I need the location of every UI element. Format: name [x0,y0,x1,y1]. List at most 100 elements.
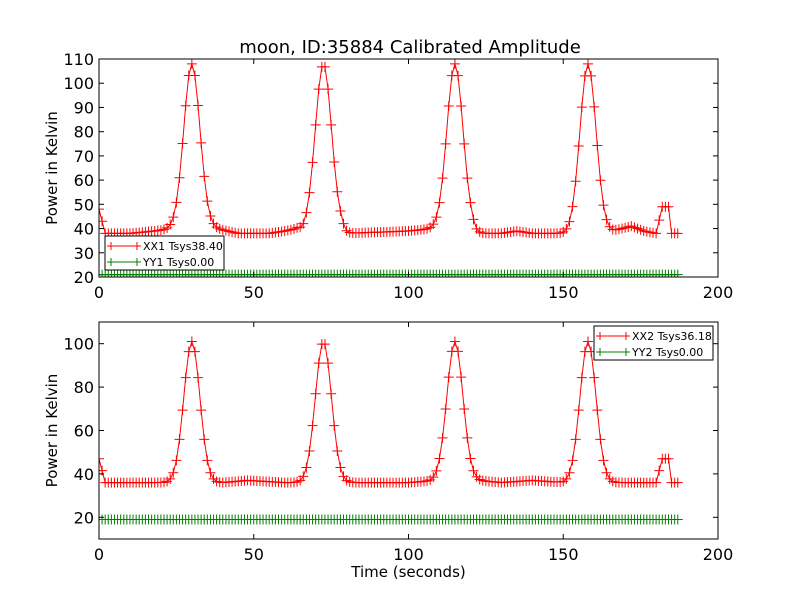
data-point [171,455,182,466]
legend-marker [107,242,115,250]
data-point [573,141,584,152]
data-point [592,140,603,151]
data-point [186,59,197,69]
legend-box [104,235,225,271]
data-point [196,137,207,148]
data-point [465,197,476,208]
data-point [443,101,454,112]
series-line [99,339,678,484]
data-point [576,372,587,383]
data-point [177,405,188,416]
data-point [323,358,334,369]
data-point [589,101,600,112]
data-point [672,269,683,277]
legend-label: XX2 Tsys36.18 [632,330,712,343]
x-tick-label: 50 [244,545,264,564]
y-tick-label: 50 [74,195,94,214]
y-axis-label: Power in Kelvin [43,111,61,225]
data-point [171,197,182,208]
data-point [468,214,479,225]
data-point [465,453,476,464]
data-point [434,453,445,464]
legend-label: YY1 Tsys0.00 [142,256,214,269]
y-tick-label: 110 [63,50,94,69]
data-point [440,138,451,149]
data-point [332,186,343,197]
data-point [583,336,594,347]
x-tick-label: 150 [548,545,579,564]
data-point [564,216,575,227]
data-point [199,171,210,182]
legend-marker [596,348,604,356]
data-point [434,197,445,208]
data-point [601,214,612,225]
data-point [453,70,464,81]
data-point [202,196,213,207]
data-point [431,212,442,223]
data-point [561,473,572,484]
data-point [583,59,594,69]
data-point [165,219,176,230]
data-point [174,172,185,183]
legend-label: XX1 Tsys38.40 [143,240,223,253]
data-point [428,219,439,230]
data-point [443,372,454,383]
data-point [298,218,309,229]
data-point [298,471,309,482]
data-point [307,157,318,168]
y-tick-label: 20 [74,508,94,527]
x-tick-label: 0 [94,283,104,302]
data-point [462,173,473,184]
data-point [174,434,185,445]
data-point [459,404,470,415]
data-point [323,84,334,95]
data-point [193,372,204,383]
data-point [592,405,603,416]
x-tick-label: 200 [703,283,734,302]
data-point [672,228,683,239]
data-point [193,100,204,111]
x-tick-label: 50 [244,283,264,302]
data-point [672,477,683,488]
data-point [570,434,581,445]
y-tick-label: 100 [63,335,94,354]
x-tick-label: 150 [548,283,579,302]
x-tick-label: 200 [703,545,734,564]
data-point [313,84,324,95]
data-point [168,212,179,223]
data-point [329,156,340,167]
panel-1: 0 50 100 150 200 20 30 40 50 60 70 80 90 100 110 Power … [43,50,733,302]
y-tick-label: 100 [63,74,94,93]
legend-marker [596,332,604,340]
data-point [654,215,665,226]
data-point [428,472,439,483]
data-point [663,201,674,212]
legend: XX1 Tsys38.40 YY1 Tsys0.00 [104,235,225,271]
data-point [453,346,464,357]
y-tick-label: 30 [74,244,94,263]
data-point [199,434,210,445]
data-point [180,100,191,111]
data-point [456,101,467,112]
data-point [437,432,448,443]
data-point [567,201,578,212]
legend-marker [133,242,141,250]
data-point [326,388,337,399]
data-point [437,173,448,184]
y-tick-label: 60 [74,422,94,441]
data-point [99,216,108,227]
data-point [99,204,104,215]
data-point [663,453,674,464]
data-point [576,102,587,113]
data-point [301,462,312,473]
data-point [168,467,179,478]
data-point [567,455,578,466]
data-point [564,467,575,478]
series-2-2 [99,514,683,525]
data-point [301,207,312,218]
data-point [335,205,346,216]
data-point [598,200,609,211]
data-point [456,372,467,383]
legend-label: YY2 Tsys0.00 [631,346,703,359]
